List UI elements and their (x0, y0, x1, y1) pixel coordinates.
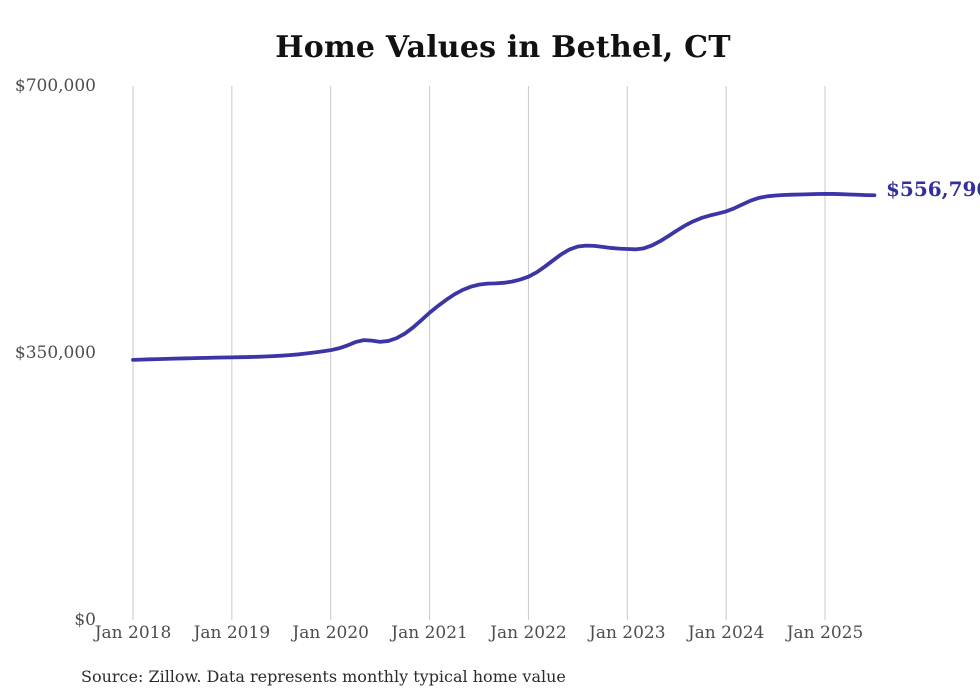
x-axis-tick-label: Jan 2025 (786, 623, 864, 643)
x-axis-tick-label: Jan 2024 (687, 623, 765, 643)
x-axis-tick-label: Jan 2019 (193, 623, 271, 643)
x-axis-tick-label: Jan 2021 (391, 623, 468, 643)
latest-value-label: $556,790 (886, 177, 980, 201)
home-value-line (131, 191, 877, 362)
y-axis-tick-350000: $350,000 (14, 343, 96, 363)
x-axis-tick-label: Jan 2022 (490, 623, 567, 643)
y-axis-tick-700000: $700,000 (14, 76, 96, 96)
chart-title: Home Values in Bethel, CT (275, 30, 731, 65)
x-axis-tick-label: Jan 2018 (94, 623, 172, 643)
y-axis-tick-0: $0 (74, 610, 96, 630)
x-axis-tick-label: Jan 2020 (292, 623, 369, 643)
source-note: Source: Zillow. Data represents monthly … (81, 667, 566, 686)
x-axis-tick-label: Jan 2023 (589, 623, 666, 643)
